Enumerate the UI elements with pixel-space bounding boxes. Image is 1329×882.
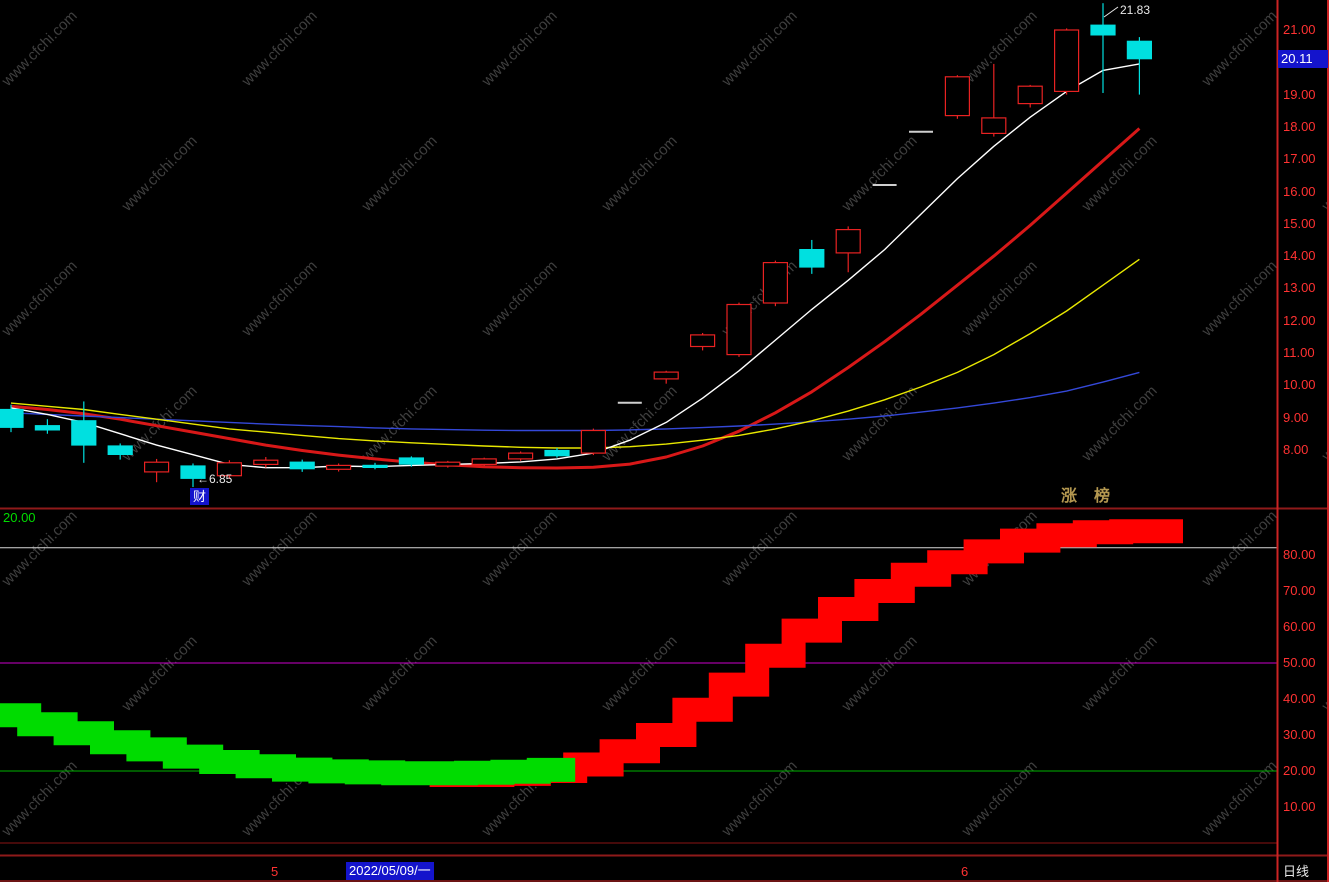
ma-blue-line xyxy=(10,371,1140,432)
up-candle-body xyxy=(689,334,716,348)
up-candle-body xyxy=(435,461,461,467)
up-candle-body xyxy=(653,371,679,380)
down-candle-body xyxy=(0,408,24,428)
high-pointer-line xyxy=(1103,6,1119,18)
down-candle-body xyxy=(71,420,97,446)
up-candle-body xyxy=(835,229,861,254)
down-candle-body xyxy=(544,449,570,457)
down-candle-body xyxy=(34,425,61,431)
down-candle-body xyxy=(289,461,315,470)
ma-yellow-line xyxy=(10,258,1140,449)
period-selector[interactable]: 日线 xyxy=(1283,864,1310,879)
up-candle-body xyxy=(1053,29,1080,93)
up-candle-body xyxy=(580,429,607,454)
up-candle-body xyxy=(326,464,352,470)
down-candle-body xyxy=(1126,40,1153,60)
indicator-band-red xyxy=(429,519,1183,787)
down-candle-body xyxy=(398,457,424,465)
down-candle-body xyxy=(107,445,133,455)
down-candle-body xyxy=(362,464,388,468)
up-candle-body xyxy=(216,462,242,477)
ma-red-line xyxy=(10,127,1141,470)
ma-white-line xyxy=(10,63,1140,469)
up-candle-body xyxy=(1017,85,1043,105)
up-candle-body xyxy=(144,461,170,473)
up-candle-body xyxy=(981,117,1007,135)
up-candle-body xyxy=(726,303,752,356)
down-candle-body xyxy=(1090,24,1116,36)
down-candle-body xyxy=(799,249,825,268)
up-candle-body xyxy=(471,458,497,465)
up-candle-body xyxy=(944,76,971,117)
indicator-band-green xyxy=(0,703,576,786)
up-candle-body xyxy=(508,452,534,460)
up-candle-body xyxy=(762,262,789,304)
up-candle-body xyxy=(253,459,279,466)
down-candle-body xyxy=(180,465,206,479)
